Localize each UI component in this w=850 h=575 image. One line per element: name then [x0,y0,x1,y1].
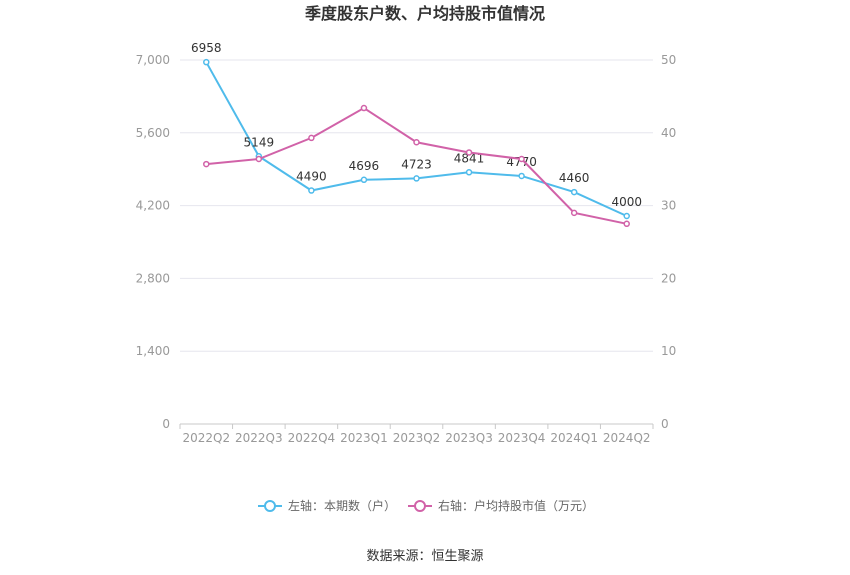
x-axis-tick-label: 2024Q2 [603,431,651,445]
chart-title: 季度股东户数、户均持股市值情况 [304,4,545,23]
data-point[interactable] [360,104,368,112]
right-axis-tick-label: 10 [661,344,676,358]
legend-marker [414,500,426,512]
x-axis-tick-label: 2022Q4 [288,431,336,445]
data-point[interactable] [570,209,578,217]
data-label: 4000 [611,195,642,209]
data-label: 5149 [244,135,275,149]
data-point[interactable] [570,188,578,196]
data-label: 4696 [349,159,380,173]
x-axis-tick-label: 2023Q4 [498,431,546,445]
legend-item-1[interactable]: 左轴：本期数（户） [258,498,396,513]
data-point[interactable] [360,176,368,184]
x-axis-tick-label: 2023Q3 [445,431,493,445]
data-point[interactable] [623,212,630,220]
data-point[interactable] [308,134,315,142]
data-point[interactable] [623,220,630,228]
right-axis-tick-label: 50 [661,53,676,67]
legend-marker [264,500,276,512]
right-axis-tick-label: 0 [661,417,669,431]
data-point[interactable] [413,175,420,182]
data-label: 4841 [454,151,485,165]
data-label: 4723 [401,157,432,171]
data-point[interactable] [255,155,263,163]
data-source: 数据来源：恒生聚源 [366,549,483,564]
data-point[interactable] [518,172,525,180]
data-label: 4460 [559,171,590,185]
left-axis-tick-label: 1,400 [136,344,170,358]
legend-label: 右轴：户均持股市值（万元） [438,498,594,513]
data-point[interactable] [203,160,210,168]
x-axis-tick-label: 2022Q2 [182,431,230,445]
data-label: 4490 [296,170,327,184]
data-point[interactable] [518,155,525,163]
x-axis-tick-label: 2023Q1 [340,431,388,445]
data-point[interactable] [465,169,473,176]
grid [180,59,653,352]
left-axis-tick-label: 5,600 [136,126,170,140]
data-point[interactable] [413,139,420,146]
left-axis-tick-label: 4,200 [136,199,170,213]
data-point[interactable] [308,187,315,194]
legend-item-2[interactable]: 右轴：户均持股市值（万元） [408,498,594,513]
left-axis-tick-label: 7,000 [136,53,170,67]
left-axis-tick-label: 2,800 [136,271,170,285]
right-axis-tick-label: 20 [661,271,676,285]
legend[interactable]: 左轴：本期数（户） 右轴：户均持股市值（万元） [258,498,594,513]
right-axis-tick-label: 30 [661,199,676,213]
series-layer: 695851494490469647234841477044604000 [191,41,642,228]
data-point[interactable] [203,58,210,66]
x-axis-tick-label: 2022Q3 [235,431,283,445]
left-axis-tick-label: 0 [162,417,170,431]
data-label: 6958 [191,41,222,55]
axes: 0 0 1,400 10 2,800 20 4,200 30 5,600 40 7,000 50 202… [136,53,677,445]
x-axis-tick-label: 2024Q1 [550,431,598,445]
x-axis-tick-label: 2023Q2 [393,431,441,445]
data-point[interactable] [465,149,473,156]
legend-label: 左轴：本期数（户） [288,498,396,513]
right-axis-tick-label: 40 [661,126,676,140]
